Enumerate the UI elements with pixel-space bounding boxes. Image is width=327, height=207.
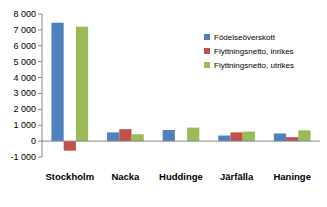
y-tick — [38, 93, 42, 94]
y-tick-label: 7 000 — [13, 25, 36, 35]
bar — [286, 137, 298, 141]
x-axis — [42, 141, 320, 142]
legend-swatch — [204, 62, 210, 68]
legend-label: Flyttningsnetto, utrikes — [214, 61, 294, 70]
legend-swatch — [204, 48, 210, 54]
y-tick-label: 2 000 — [13, 104, 36, 114]
y-tick — [38, 29, 42, 30]
bar — [274, 133, 286, 141]
y-tick — [38, 14, 42, 15]
y-tick — [38, 109, 42, 110]
y-tick — [38, 125, 42, 126]
bar — [76, 27, 88, 141]
bar — [163, 130, 175, 141]
y-tick — [38, 157, 42, 158]
bar — [243, 132, 255, 142]
bar — [132, 134, 144, 141]
y-tick-label: 1 000 — [13, 120, 36, 130]
x-tick-label: Järfälla — [220, 171, 254, 182]
chart: -1 000 0 1 000 2 000 3 000 4 000 5 000 6 000 7 0… — [0, 0, 327, 207]
legend-label: Flyttningsnetto, inrikes — [214, 47, 294, 56]
bar — [119, 129, 131, 141]
y-axis — [42, 14, 43, 157]
y-tick — [38, 141, 42, 142]
x-tick-label: Stockholm — [46, 171, 95, 182]
y-tick-label: -1 000 — [10, 152, 36, 162]
bar — [64, 141, 76, 151]
x-tick-label: Nacka — [111, 171, 140, 182]
y-tick-label: 5 000 — [13, 57, 36, 67]
bar — [230, 132, 242, 141]
y-tick-label: 8 000 — [13, 9, 36, 19]
y-tick-label: 0 — [31, 136, 36, 146]
legend-label: Födelseöverskott — [214, 33, 276, 42]
x-tick-label: Huddinge — [159, 171, 203, 182]
bar — [187, 128, 199, 142]
legend-swatch — [204, 34, 210, 40]
bar — [298, 130, 310, 141]
bars — [51, 23, 310, 151]
y-tick — [38, 61, 42, 62]
x-tick-label: Haninge — [273, 171, 310, 182]
y-tick-label: 4 000 — [13, 73, 36, 83]
y-tick-label: 3 000 — [13, 88, 36, 98]
y-tick — [38, 77, 42, 78]
bar — [107, 132, 119, 141]
y-tick-label: 6 000 — [13, 41, 36, 51]
bar — [51, 23, 63, 141]
y-tick — [38, 45, 42, 46]
bar — [218, 136, 230, 142]
